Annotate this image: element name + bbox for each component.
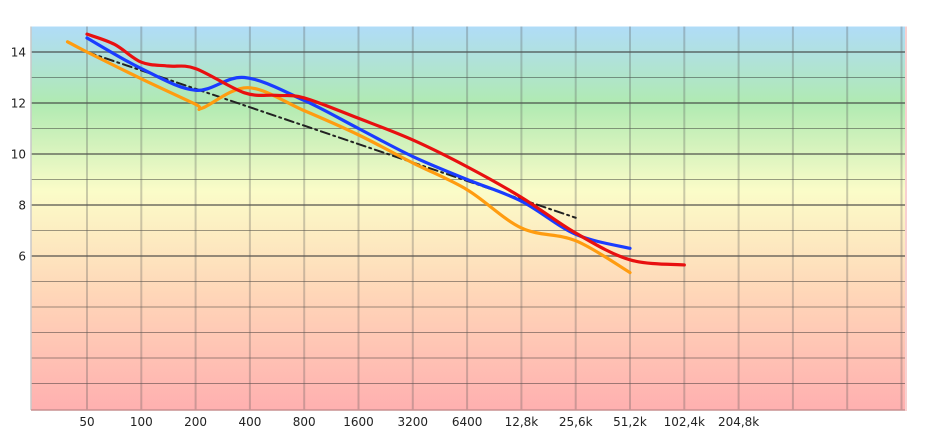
y-tick-label: 10 [11, 148, 26, 162]
x-tick-label: 800 [293, 415, 316, 429]
series-line-orange [65, 40, 632, 275]
series-line-blue [85, 36, 632, 250]
x-tick-label: 6400 [452, 415, 483, 429]
series-line-red [85, 32, 686, 267]
x-tick-label: 25,6k [559, 415, 593, 429]
x-tick-label: 400 [238, 415, 261, 429]
x-tick-label: 102,4k [664, 415, 705, 429]
x-tick-label: 12,8k [505, 415, 539, 429]
x-tick-label: 100 [130, 415, 153, 429]
y-tick-label: 12 [11, 97, 26, 111]
series-group [65, 32, 686, 275]
x-tick-label: 50 [79, 415, 94, 429]
y-tick-label: 8 [18, 199, 26, 213]
y-tick-label: 6 [18, 250, 26, 264]
x-tick-label: 204,8k [718, 415, 759, 429]
plot-background [31, 26, 905, 410]
x-tick-label: 1600 [343, 415, 374, 429]
x-tick-label: 200 [184, 415, 207, 429]
axes: 50 100 200 400 800 1600 3200 6400 12,8k 25,6k 51,2… [11, 26, 907, 429]
x-tick-label: 3200 [398, 415, 429, 429]
y-tick-label: 14 [11, 46, 26, 60]
x-tick-label: 51,2k [613, 415, 647, 429]
grid [31, 26, 905, 410]
